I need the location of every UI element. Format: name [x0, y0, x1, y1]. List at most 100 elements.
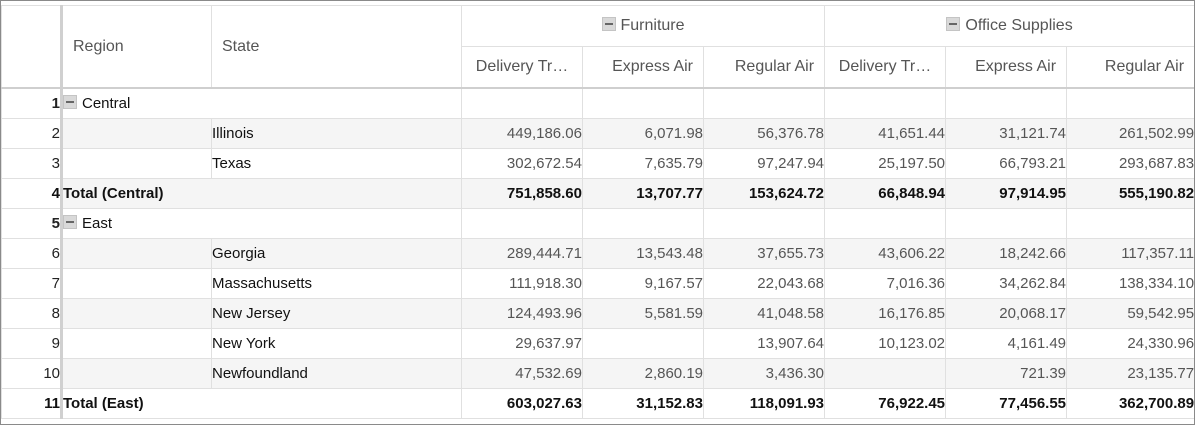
- value-cell[interactable]: [702, 208, 826, 239]
- value-cell[interactable]: 77,456.55: [945, 388, 1068, 419]
- value-cell[interactable]: 153,624.72: [702, 178, 826, 209]
- collapse-icon[interactable]: [946, 17, 961, 31]
- state-cell[interactable]: Georgia: [211, 238, 462, 269]
- value-cell[interactable]: 555,190.82: [1066, 178, 1194, 209]
- value-cell[interactable]: 111,918.30: [461, 268, 583, 299]
- value-cell[interactable]: 362,700.89: [1066, 388, 1194, 419]
- total-row: 4 Total (Central) 751,858.60 13,707.77 153,6…: [1, 178, 1194, 209]
- region-label: Central: [82, 95, 131, 112]
- column-header[interactable]: Express Air: [582, 46, 704, 89]
- collapse-icon[interactable]: [601, 17, 616, 31]
- value-cell[interactable]: 13,543.48: [582, 238, 704, 269]
- value-cell[interactable]: 118,091.93: [702, 388, 826, 419]
- value-cell[interactable]: 22,043.68: [702, 268, 826, 299]
- row-number: 2: [1, 118, 63, 149]
- total-row: 11 Total (East) 603,027.63 31,152.83 118,091…: [1, 388, 1194, 419]
- value-cell[interactable]: 25,197.50: [824, 148, 947, 179]
- column-header[interactable]: Regular Air: [702, 46, 826, 89]
- value-cell[interactable]: 47,532.69: [461, 358, 583, 389]
- value-cell[interactable]: 37,655.73: [702, 238, 826, 269]
- value-cell[interactable]: 31,152.83: [582, 388, 704, 419]
- value-cell[interactable]: 56,376.78: [702, 118, 826, 149]
- value-cell[interactable]: 3,436.30: [702, 358, 826, 389]
- region-group-cell[interactable]: Central: [61, 87, 462, 119]
- value-cell[interactable]: [582, 328, 704, 359]
- group-header-office-supplies[interactable]: Office Supplies: [824, 5, 1194, 47]
- value-cell[interactable]: [702, 87, 826, 119]
- value-cell[interactable]: 751,858.60: [461, 178, 583, 209]
- region-header[interactable]: Region: [61, 5, 212, 89]
- value-cell[interactable]: 7,016.36: [824, 268, 947, 299]
- state-cell[interactable]: Massachusetts: [211, 268, 462, 299]
- row-number: 5: [1, 208, 63, 239]
- value-cell[interactable]: [945, 87, 1068, 119]
- region-group-cell[interactable]: East: [61, 208, 462, 239]
- region-cell: [61, 268, 212, 299]
- value-cell[interactable]: 4,161.49: [945, 328, 1068, 359]
- column-header[interactable]: Regular Air: [1066, 46, 1194, 89]
- value-cell[interactable]: [945, 208, 1068, 239]
- value-cell[interactable]: 124,493.96: [461, 298, 583, 329]
- state-header-label: State: [222, 37, 260, 55]
- collapse-icon[interactable]: [63, 215, 77, 229]
- state-header[interactable]: State: [211, 5, 462, 89]
- value-cell[interactable]: 16,176.85: [824, 298, 947, 329]
- value-cell[interactable]: 23,135.77: [1066, 358, 1194, 389]
- value-cell[interactable]: 449,186.06: [461, 118, 583, 149]
- value-cell[interactable]: 66,793.21: [945, 148, 1068, 179]
- value-cell[interactable]: 20,068.17: [945, 298, 1068, 329]
- table-row: 3 Texas 302,672.54 7,635.79 97,247.94 25,197.…: [1, 148, 1194, 179]
- value-cell[interactable]: 41,651.44: [824, 118, 947, 149]
- value-cell[interactable]: [824, 358, 947, 389]
- value-cell[interactable]: 29,637.97: [461, 328, 583, 359]
- value-cell[interactable]: 603,027.63: [461, 388, 583, 419]
- value-cell[interactable]: 18,242.66: [945, 238, 1068, 269]
- value-cell[interactable]: 13,707.77: [582, 178, 704, 209]
- value-cell[interactable]: [1066, 208, 1194, 239]
- value-cell[interactable]: 302,672.54: [461, 148, 583, 179]
- value-cell[interactable]: 66,848.94: [824, 178, 947, 209]
- value-cell[interactable]: 2,860.19: [582, 358, 704, 389]
- state-cell[interactable]: Newfoundland: [211, 358, 462, 389]
- value-cell[interactable]: [824, 87, 947, 119]
- value-cell[interactable]: [1066, 87, 1194, 119]
- value-cell[interactable]: 293,687.83: [1066, 148, 1194, 179]
- value-cell[interactable]: [461, 87, 583, 119]
- value-cell[interactable]: [824, 208, 947, 239]
- state-cell[interactable]: New York: [211, 328, 462, 359]
- state-cell[interactable]: Illinois: [211, 118, 462, 149]
- value-cell[interactable]: 97,914.95: [945, 178, 1068, 209]
- value-cell[interactable]: 76,922.45: [824, 388, 947, 419]
- column-header[interactable]: Delivery Tr…: [824, 46, 947, 89]
- state-cell[interactable]: Texas: [211, 148, 462, 179]
- value-cell[interactable]: 117,357.11: [1066, 238, 1194, 269]
- value-cell[interactable]: 97,247.94: [702, 148, 826, 179]
- value-cell[interactable]: 13,907.64: [702, 328, 826, 359]
- total-label: Total (Central): [61, 178, 462, 209]
- value-cell[interactable]: 24,330.96: [1066, 328, 1194, 359]
- value-cell[interactable]: 34,262.84: [945, 268, 1068, 299]
- value-cell[interactable]: 289,444.71: [461, 238, 583, 269]
- value-cell[interactable]: 7,635.79: [582, 148, 704, 179]
- value-cell[interactable]: [461, 208, 583, 239]
- pivot-table: Region State Furniture Office Supplies D…: [1, 5, 1194, 419]
- value-cell[interactable]: 5,581.59: [582, 298, 704, 329]
- value-cell[interactable]: 59,542.95: [1066, 298, 1194, 329]
- column-header[interactable]: Delivery Tr…: [461, 46, 583, 89]
- value-cell[interactable]: 31,121.74: [945, 118, 1068, 149]
- value-cell[interactable]: [582, 87, 704, 119]
- value-cell[interactable]: 43,606.22: [824, 238, 947, 269]
- value-cell[interactable]: 41,048.58: [702, 298, 826, 329]
- value-cell[interactable]: 9,167.57: [582, 268, 704, 299]
- group-header-furniture[interactable]: Furniture: [460, 5, 826, 47]
- column-header[interactable]: Express Air: [945, 46, 1068, 89]
- value-cell[interactable]: 10,123.02: [824, 328, 947, 359]
- collapse-icon[interactable]: [63, 95, 77, 109]
- value-cell[interactable]: [582, 208, 704, 239]
- value-cell[interactable]: 138,334.10: [1066, 268, 1194, 299]
- value-cell[interactable]: 6,071.98: [582, 118, 704, 149]
- state-cell[interactable]: New Jersey: [211, 298, 462, 329]
- total-label: Total (East): [61, 388, 462, 419]
- value-cell[interactable]: 721.39: [945, 358, 1068, 389]
- value-cell[interactable]: 261,502.99: [1066, 118, 1194, 149]
